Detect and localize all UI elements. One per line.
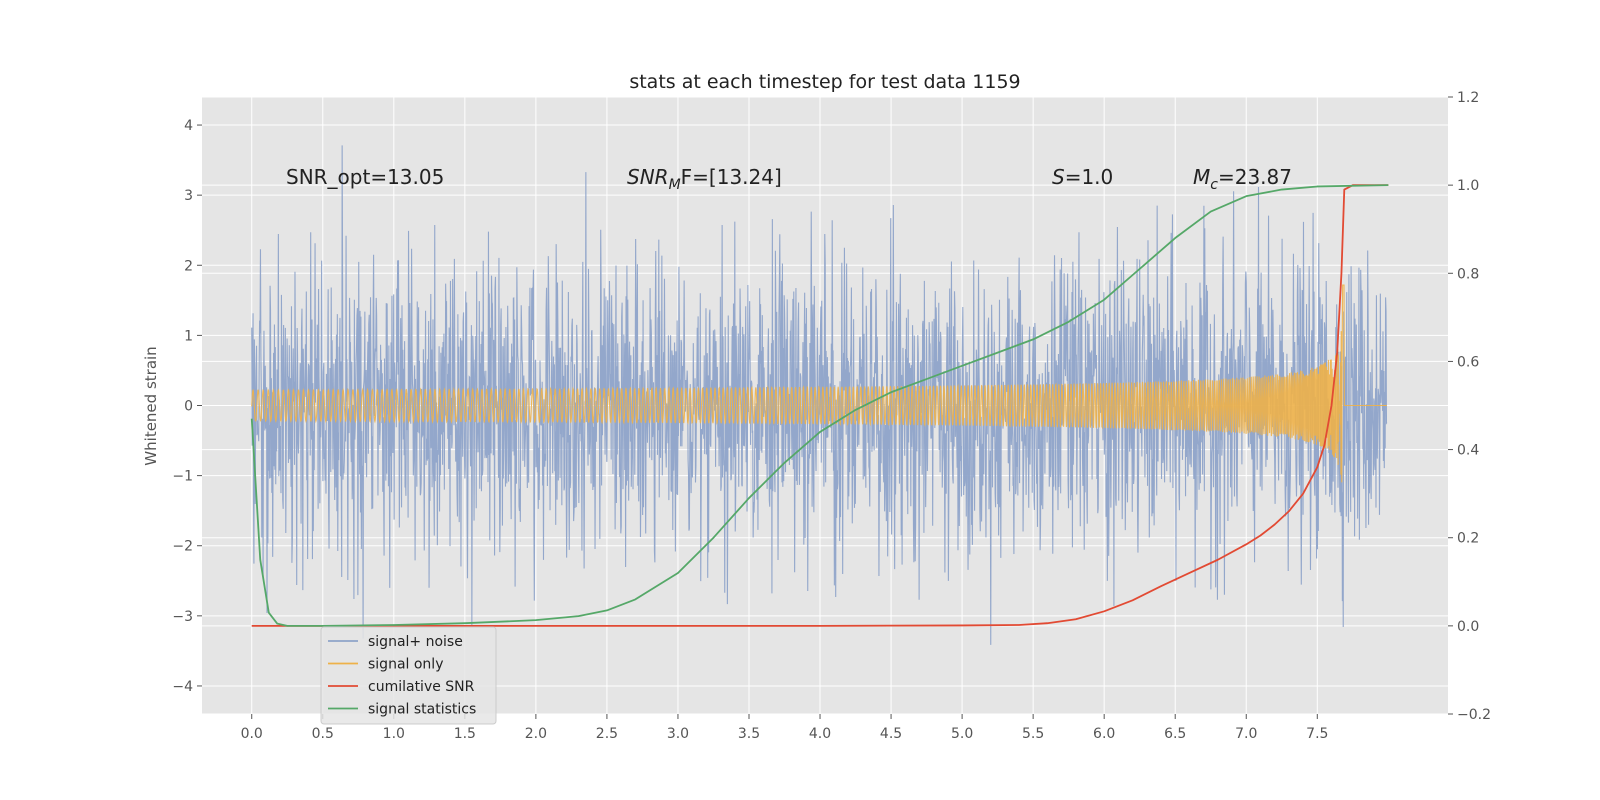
legend-label: signal statistics: [368, 702, 476, 718]
x-tick-label: 0.0: [241, 726, 263, 742]
y-tick-label-left: −3: [172, 609, 193, 625]
series-signal-statistics: [250, 184, 1389, 627]
legend-label: signal+ noise: [368, 634, 463, 650]
y-tick-label-right: 1.2: [1457, 90, 1479, 106]
x-tick-label: 6.5: [1164, 726, 1186, 742]
annotation-snr-mf: SNRMF=[13.24]: [627, 165, 782, 193]
annotation-mc: Mc=23.87: [1193, 165, 1292, 193]
legend-label: signal only: [368, 657, 443, 673]
y-tick-label-left: 1: [184, 328, 193, 344]
series-layer: [250, 145, 1389, 645]
y-tick-label-right: 0.6: [1457, 354, 1479, 370]
y-tick-label-right: 0.4: [1457, 443, 1479, 459]
y-tick-label-left: −2: [172, 539, 193, 555]
x-tick-label: 4.0: [809, 726, 831, 742]
annotation-snr-mf-sub: M: [669, 177, 681, 193]
y-tick-label-left: 4: [184, 118, 193, 134]
x-tick-label: 7.5: [1306, 726, 1328, 742]
legend-label: cumilative SNR: [368, 679, 475, 695]
y-tick-label-left: 2: [184, 258, 193, 274]
annotation-snr-opt: SNR_opt=13.05: [286, 165, 444, 189]
y-axis-label: Whitened strain: [142, 346, 160, 465]
x-tick-label: 2.5: [596, 726, 618, 742]
x-tick-label: 2.0: [525, 726, 547, 742]
y-tick-label-right: 0.0: [1457, 619, 1479, 635]
annotation-mc-main: M: [1193, 165, 1210, 189]
y-tick-label-left: −1: [172, 469, 193, 485]
y-tick-label-left: −4: [172, 679, 193, 695]
legend: signal+ noise signal only cumilative SNR si…: [320, 626, 497, 725]
x-tick-label: 0.5: [312, 726, 334, 742]
x-tick-label: 3.0: [667, 726, 689, 742]
x-tick-label: 1.5: [454, 726, 476, 742]
annotation-s: S=1.0: [1052, 165, 1113, 189]
y-tick-label-left: 0: [184, 399, 193, 415]
annotation-snr-mf-rest: F=[13.24]: [681, 165, 782, 189]
x-tick-label: 1.0: [383, 726, 405, 742]
x-tick-label: 5.0: [951, 726, 973, 742]
x-tick-label: 3.5: [738, 726, 760, 742]
annotation-mc-rest: =23.87: [1218, 165, 1292, 189]
legend-box: [320, 626, 497, 725]
x-tick-label: 4.5: [880, 726, 902, 742]
annotations: SNR_opt=13.05 SNRMF=[13.24] S=1.0 Mc=23.…: [286, 165, 1292, 193]
annotation-snr-mf-main: SNR: [627, 165, 669, 189]
series-cumulative-snr: [251, 184, 1389, 627]
y-tick-label-right: 0.2: [1457, 531, 1479, 547]
x-tick-label: 6.0: [1093, 726, 1115, 742]
annotation-mc-sub: c: [1210, 177, 1218, 193]
x-tick-label: 5.5: [1022, 726, 1044, 742]
y-tick-label-left: 3: [184, 188, 193, 204]
series-signal-only: [251, 284, 1387, 483]
y-tick-label-right: 1.0: [1457, 178, 1479, 194]
y-tick-label-right: −0.2: [1457, 707, 1491, 723]
axes: 0.0 0.5 1.0 1.5 2.0 2.5 3.0 3.5 4.0 4.5 5.0 5.5 6.0 6…: [172, 90, 1491, 742]
y-tick-label-right: 0.8: [1457, 266, 1479, 282]
x-tick-label: 7.0: [1235, 726, 1257, 742]
annotation-s-rest: =1.0: [1065, 165, 1114, 189]
annotation-s-main: S: [1052, 165, 1065, 189]
chart-title: stats at each timestep for test data 115…: [629, 71, 1020, 93]
